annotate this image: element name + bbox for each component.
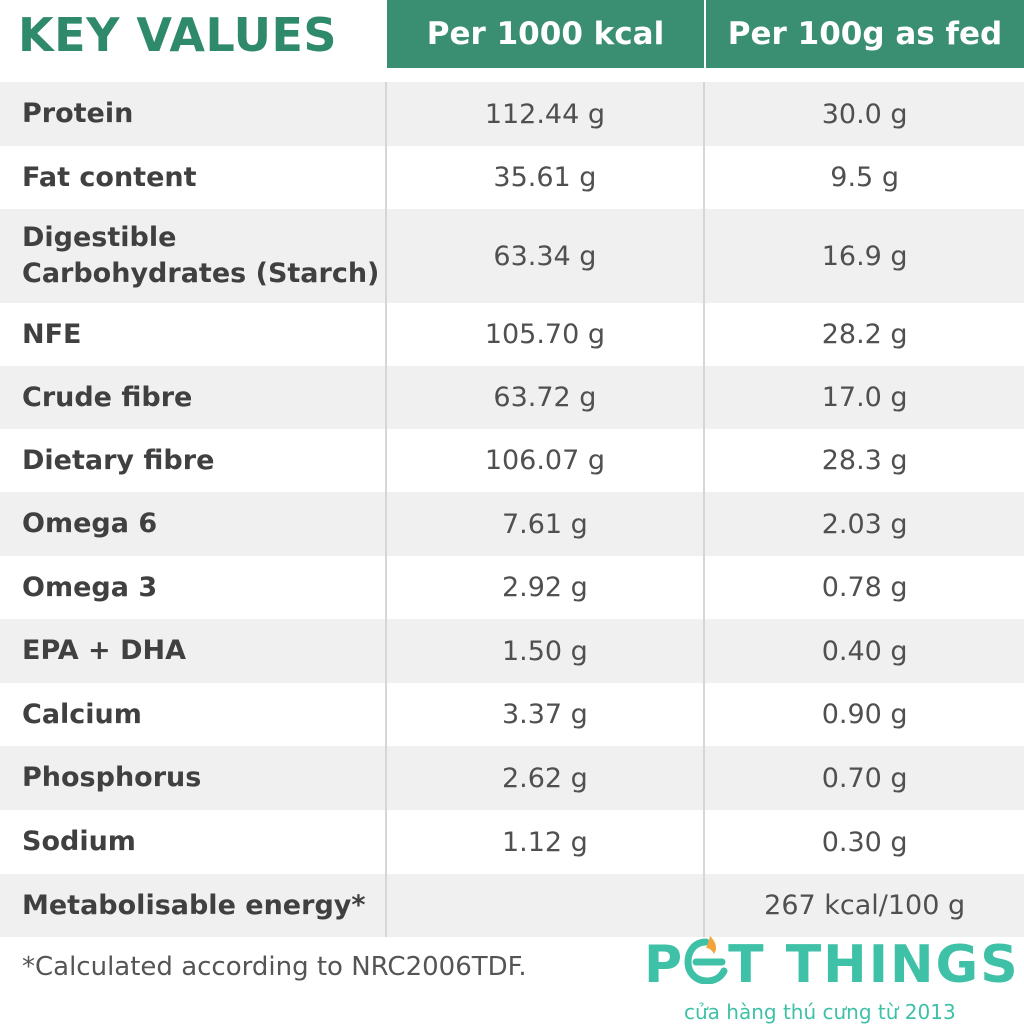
value-per-100g: 28.2 g <box>703 303 1024 366</box>
table-row: Omega 6 7.61 g 2.03 g <box>0 492 1024 556</box>
table-row: Crude fibre 63.72 g 17.0 g <box>0 366 1024 429</box>
nutrient-label: EPA + DHA <box>22 635 186 666</box>
value-per-1000-kcal: 7.61 g <box>384 492 704 556</box>
value-per-100g: 0.40 g <box>703 619 1024 683</box>
value-per-100g: 17.0 g <box>703 366 1024 429</box>
logo-wordmark: P T THINGS <box>644 930 1020 1000</box>
table-row: Protein 112.44 g 30.0 g <box>0 82 1024 146</box>
nutrient-label: Calcium <box>22 698 142 730</box>
nutrient-label: Protein <box>22 98 134 129</box>
pet-things-logo: P T THINGS cửa hàng thú cưng từ 2013 <box>644 930 1018 1024</box>
value-per-1000-kcal <box>384 874 704 937</box>
value-per-1000-kcal: 1.12 g <box>384 810 704 874</box>
value-per-1000-kcal: 2.62 g <box>384 746 704 810</box>
value-per-100g: 0.30 g <box>703 810 1024 874</box>
column-header-per-1000-kcal: Per 1000 kcal <box>387 0 704 68</box>
table-row: Sodium 1.12 g 0.30 g <box>0 810 1024 874</box>
value-per-100g: 2.03 g <box>703 492 1024 556</box>
value-per-1000-kcal: 106.07 g <box>384 429 704 492</box>
logo-tagline: cửa hàng thú cưng từ 2013 <box>684 1000 956 1024</box>
nutrient-label: NFE <box>22 318 82 350</box>
footnote: *Calculated according to NRC2006TDF. <box>22 952 527 982</box>
table-row: Digestible Carbohydrates (Starch) 63.34 g… <box>0 209 1024 303</box>
table-row: Dietary fibre 106.07 g 28.3 g <box>0 429 1024 492</box>
nutrient-label: Dietary fibre <box>22 444 215 476</box>
nutrient-label: Crude fibre <box>22 381 193 413</box>
value-per-100g: 16.9 g <box>703 209 1024 303</box>
table-row: Calcium 3.37 g 0.90 g <box>0 683 1024 746</box>
nutrient-label: Metabolisable energy* <box>22 889 366 921</box>
table-row: Omega 3 2.92 g 0.78 g <box>0 556 1024 619</box>
value-per-100g: 0.78 g <box>703 556 1024 619</box>
column-header-per-100g: Per 100g as fed <box>706 0 1024 68</box>
value-per-100g: 30.0 g <box>703 82 1024 146</box>
value-per-100g: 267 kcal/100 g <box>703 874 1024 937</box>
logo-word-left: P <box>644 935 685 995</box>
table-row: Phosphorus 2.62 g 0.70 g <box>0 746 1024 810</box>
table-row: Fat content 35.61 g 9.5 g <box>0 146 1024 209</box>
value-per-1000-kcal: 1.50 g <box>384 619 704 683</box>
table-row: Metabolisable energy* 267 kcal/100 g <box>0 874 1024 937</box>
nutrient-label: Sodium <box>22 826 136 857</box>
nutrient-label: Digestible Carbohydrates (Starch) <box>22 222 380 289</box>
value-per-100g: 28.3 g <box>703 429 1024 492</box>
value-per-1000-kcal: 3.37 g <box>384 683 704 746</box>
value-per-1000-kcal: 35.61 g <box>384 146 704 209</box>
logo-word-right: T THINGS <box>728 935 1020 995</box>
nutrient-label: Phosphorus <box>22 762 202 793</box>
nutrient-label: Omega 6 <box>22 508 158 539</box>
nutrient-label: Fat content <box>22 161 197 193</box>
value-per-1000-kcal: 63.34 g <box>384 209 704 303</box>
value-per-1000-kcal: 112.44 g <box>384 82 704 146</box>
value-per-100g: 0.90 g <box>703 683 1024 746</box>
paw-e-icon <box>684 932 728 985</box>
value-per-1000-kcal: 105.70 g <box>384 303 704 366</box>
table-row: NFE 105.70 g 28.2 g <box>0 303 1024 366</box>
nutrient-label: Omega 3 <box>22 571 158 603</box>
value-per-1000-kcal: 2.92 g <box>384 556 704 619</box>
value-per-100g: 9.5 g <box>703 146 1024 209</box>
page-title: KEY VALUES <box>18 8 338 62</box>
value-per-1000-kcal: 63.72 g <box>384 366 704 429</box>
table-header: KEY VALUES Per 1000 kcal Per 100g as fed <box>0 0 1024 68</box>
table-row: EPA + DHA 1.50 g 0.40 g <box>0 619 1024 683</box>
value-per-100g: 0.70 g <box>703 746 1024 810</box>
